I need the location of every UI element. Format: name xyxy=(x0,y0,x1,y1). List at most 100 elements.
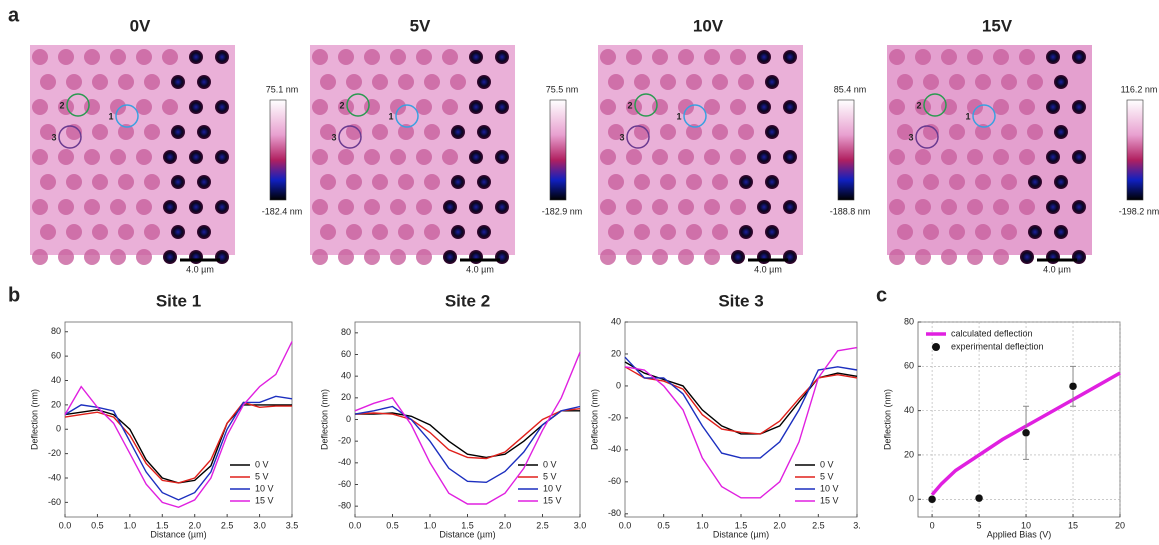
x-tick-label: 0.0 xyxy=(349,520,362,530)
site-marker xyxy=(923,93,947,117)
afm-hole xyxy=(889,149,905,165)
afm-hole xyxy=(346,224,362,240)
series-line xyxy=(354,405,581,484)
colorbar xyxy=(549,99,567,201)
afm-hole xyxy=(338,199,354,215)
colorbar-min: -198.2 nm xyxy=(1119,206,1159,216)
afm-hole xyxy=(66,224,82,240)
afm-hole xyxy=(477,125,491,139)
afm-hole xyxy=(941,149,957,165)
afm-hole xyxy=(390,49,406,65)
afm-hole xyxy=(712,224,728,240)
x-tick-label: 1.5 xyxy=(156,520,169,530)
x-tick-label: 5 xyxy=(977,520,982,530)
x-tick-label: 1.0 xyxy=(424,520,437,530)
legend-label: experimental deflection xyxy=(951,341,1044,351)
scale-bar-label: 4.0 µm xyxy=(186,264,214,274)
afm-hole xyxy=(634,74,650,90)
afm-hole xyxy=(967,49,983,65)
site-label: 3 xyxy=(619,132,624,142)
afm-hole xyxy=(1046,250,1060,264)
afm-hole xyxy=(40,224,56,240)
afm-hole xyxy=(660,74,676,90)
afm-hole xyxy=(634,174,650,190)
afm-hole xyxy=(312,249,328,265)
afm-hole xyxy=(364,199,380,215)
afm-hole xyxy=(144,174,160,190)
afm-hole xyxy=(634,224,650,240)
site-label: 3 xyxy=(51,132,56,142)
afm-hole xyxy=(163,250,177,264)
afm-hole xyxy=(949,174,965,190)
series-line xyxy=(64,341,293,509)
afm-hole xyxy=(1027,124,1043,140)
site-label: 1 xyxy=(108,111,113,121)
afm-hole xyxy=(189,200,203,214)
afm-hole xyxy=(1028,175,1042,189)
afm-hole xyxy=(66,174,82,190)
afm-hole xyxy=(634,124,650,140)
afm-hole xyxy=(189,150,203,164)
y-tick-label: 80 xyxy=(51,326,61,336)
afm-hole xyxy=(416,199,432,215)
afm-hole xyxy=(390,199,406,215)
afm-hole xyxy=(312,49,328,65)
site-marker xyxy=(634,93,658,117)
afm-hole xyxy=(495,100,509,114)
afm-hole xyxy=(765,75,779,89)
afm-hole xyxy=(171,125,185,139)
plot-area xyxy=(624,321,858,518)
afm-hole xyxy=(197,225,211,239)
afm-hole xyxy=(993,49,1009,65)
afm-hole xyxy=(215,200,229,214)
afm-hole xyxy=(118,74,134,90)
afm-hole xyxy=(171,225,185,239)
x-tick-label: 3.0 xyxy=(574,520,587,530)
afm-hole xyxy=(118,224,134,240)
site-label: 2 xyxy=(59,100,64,110)
afm-hole xyxy=(110,149,126,165)
afm-hole xyxy=(197,125,211,139)
x-tick-label: 1.0 xyxy=(696,520,709,530)
afm-hole xyxy=(600,99,616,115)
afm-hole xyxy=(678,99,694,115)
afm-hole xyxy=(686,174,702,190)
colorbar xyxy=(837,99,855,201)
y-axis-label: Deflection (nm) xyxy=(319,389,329,450)
x-tick-label: 2.5 xyxy=(812,520,825,530)
afm-hole xyxy=(967,199,983,215)
series-line xyxy=(64,401,292,484)
chart-title: Site 1 xyxy=(156,291,201,310)
legend-label: 10 V xyxy=(543,483,562,493)
afm-hole xyxy=(364,149,380,165)
colorbar-min: -188.8 nm xyxy=(830,206,871,216)
afm-hole xyxy=(495,150,509,164)
afm-hole xyxy=(993,99,1009,115)
afm-hole xyxy=(424,124,440,140)
y-tick-label: 60 xyxy=(904,361,914,371)
x-tick-label: 2.5 xyxy=(536,520,549,530)
afm-hole xyxy=(451,225,465,239)
afm-hole xyxy=(738,74,754,90)
afm-hole xyxy=(197,175,211,189)
afm-hole xyxy=(215,100,229,114)
afm-hole xyxy=(1072,150,1086,164)
afm-hole xyxy=(1072,50,1086,64)
y-tick-label: -60 xyxy=(608,476,621,486)
afm-hole xyxy=(1020,250,1034,264)
afm-hole xyxy=(110,199,126,215)
afm-hole xyxy=(162,49,178,65)
afm-hole xyxy=(975,74,991,90)
afm-hole xyxy=(704,249,720,265)
y-tick-label: 40 xyxy=(904,405,914,415)
afm-hole xyxy=(915,149,931,165)
afm-hole xyxy=(215,250,229,264)
afm-hole xyxy=(1054,225,1068,239)
afm-hole xyxy=(608,74,624,90)
afm-hole xyxy=(712,174,728,190)
afm-hole xyxy=(1001,174,1017,190)
afm-hole xyxy=(469,150,483,164)
legend-label: 0 V xyxy=(820,459,834,469)
afm-hole xyxy=(312,149,328,165)
afm-hole xyxy=(189,50,203,64)
